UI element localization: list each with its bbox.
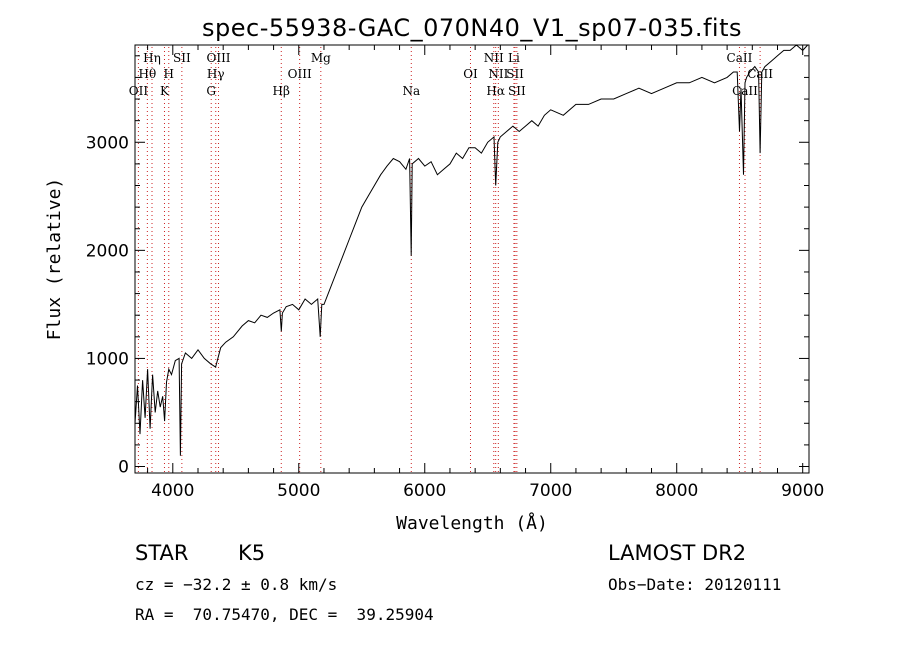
x-tick-label: 4000 xyxy=(151,481,194,501)
line-marker-label: G xyxy=(206,84,216,98)
line-marker-label: NII xyxy=(484,51,504,65)
x-tick-label: 9000 xyxy=(781,481,824,501)
line-marker-label: Hβ xyxy=(273,84,290,98)
line-marker-label: SII xyxy=(173,51,191,65)
line-marker-label: Mg xyxy=(311,51,331,65)
x-axis-ticks: 4000 5000 6000 7000 8000 9000 xyxy=(147,45,824,501)
line-marker-label: CaII xyxy=(747,67,773,81)
object-class: STAR xyxy=(135,541,189,565)
y-axis-label: Flux (relative) xyxy=(44,178,65,341)
line-marker-label: Li xyxy=(508,51,520,65)
x-tick-label: 8000 xyxy=(655,481,698,501)
x-tick-label: 7000 xyxy=(529,481,572,501)
y-axis-ticks: 0 1000 2000 3000 xyxy=(86,55,809,478)
y-tick-label: 2000 xyxy=(86,241,129,261)
spectrum-series-line xyxy=(134,44,809,456)
line-marker-label: OII xyxy=(129,84,149,98)
plot-frame xyxy=(134,44,810,474)
x-tick-label: 5000 xyxy=(277,481,320,501)
line-marker-label: Hα xyxy=(486,84,505,98)
y-tick-label: 3000 xyxy=(86,133,129,153)
line-marker-label: SII xyxy=(508,84,526,98)
line-marker-label: K xyxy=(160,84,170,98)
x-axis-label: Wavelength (Å) xyxy=(396,512,548,534)
y-tick-label: 1000 xyxy=(86,349,129,369)
redshift-text: cz = −32.2 ± 0.8 km/s xyxy=(135,575,338,594)
line-marker-labels-group: OII Hη Hθ HK SII OIII Hγ G Hβ OIII Mg Na OI NII NII Hα L… xyxy=(129,51,774,98)
line-marker-label: OIII xyxy=(206,51,230,65)
line-markers-group xyxy=(137,47,761,473)
line-marker-label: Hη xyxy=(143,51,161,65)
y-tick-label: 0 xyxy=(118,458,129,478)
line-marker-label: CaII xyxy=(727,51,753,65)
line-marker-label: SII xyxy=(506,67,524,81)
line-marker-label: Hγ xyxy=(207,67,225,81)
line-marker-label: H xyxy=(164,67,174,81)
line-marker-label: OIII xyxy=(288,67,312,81)
line-marker-label: Hθ xyxy=(138,67,156,81)
line-marker-label: OI xyxy=(463,67,478,81)
x-tick-label: 6000 xyxy=(403,481,446,501)
line-marker-label: NII xyxy=(488,67,508,81)
chart-title: spec-55938-GAC_070N40_V1_sp07-035.fits xyxy=(202,14,742,42)
survey-name: LAMOST DR2 xyxy=(608,541,747,565)
obs-date-text: Obs−Date: 20120111 xyxy=(608,575,782,594)
line-marker-label: Na xyxy=(402,84,420,98)
coordinates-text: RA = 70.75470, DEC = 39.25904 xyxy=(135,605,434,624)
spectral-subclass: K5 xyxy=(238,541,266,565)
